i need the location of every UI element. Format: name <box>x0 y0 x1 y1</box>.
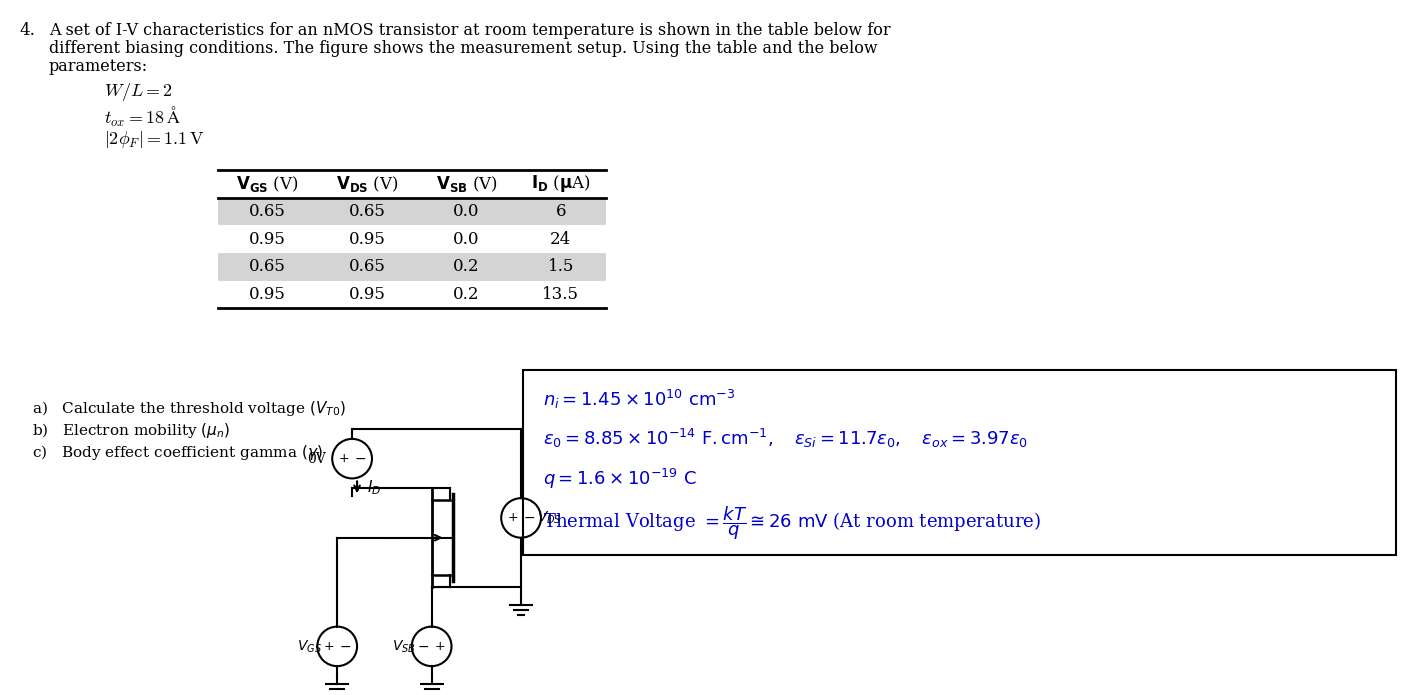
Text: 13.5: 13.5 <box>542 286 580 303</box>
Text: A set of I-V characteristics for an nMOS transistor at room temperature is shown: A set of I-V characteristics for an nMOS… <box>49 22 890 39</box>
Text: $\epsilon_0 = 8.85 \times 10^{-14}\ \mathrm{F.cm}^{-1},$$\quad \epsilon_{Si} = 1: $\epsilon_0 = 8.85 \times 10^{-14}\ \mat… <box>543 427 1029 450</box>
Bar <box>217 253 605 281</box>
Text: −: − <box>418 639 429 653</box>
Text: 0V: 0V <box>308 452 326 466</box>
Text: 0.65: 0.65 <box>250 259 286 275</box>
Text: $I_D$: $I_D$ <box>367 478 381 497</box>
Bar <box>523 370 1395 555</box>
Text: $V_{SB}$: $V_{SB}$ <box>392 638 416 655</box>
Text: +: + <box>339 452 350 465</box>
Text: 0.0: 0.0 <box>453 203 480 220</box>
Text: $V_{DS}$: $V_{DS}$ <box>536 509 562 526</box>
Text: 0.95: 0.95 <box>349 231 385 248</box>
Text: Thermal Voltage $= \dfrac{kT}{q} \cong 26\ \mathrm{mV}$ (At room temperature): Thermal Voltage $= \dfrac{kT}{q} \cong 2… <box>543 504 1041 541</box>
Text: $\mathbf{V_{GS}}$ (V): $\mathbf{V_{GS}}$ (V) <box>237 174 299 194</box>
Text: +: + <box>325 640 334 653</box>
Text: −: − <box>523 511 535 525</box>
Text: 0.2: 0.2 <box>453 259 480 275</box>
Text: $\mathbf{V_{DS}}$ (V): $\mathbf{V_{DS}}$ (V) <box>336 174 398 194</box>
Text: $V_{GS}$: $V_{GS}$ <box>296 638 322 655</box>
Text: 0.95: 0.95 <box>250 231 286 248</box>
Text: $n_i = 1.45 \times 10^{10}\ \mathrm{cm}^{-3}$: $n_i = 1.45 \times 10^{10}\ \mathrm{cm}^… <box>543 388 735 411</box>
Text: 0.65: 0.65 <box>349 203 385 220</box>
Text: 0.2: 0.2 <box>453 286 480 303</box>
Text: $|2\phi_F| = 1.1\,\mathrm{V}$: $|2\phi_F| = 1.1\,\mathrm{V}$ <box>103 129 203 149</box>
Text: $q = 1.6 \times 10^{-19}\ \mathrm{C}$: $q = 1.6 \times 10^{-19}\ \mathrm{C}$ <box>543 466 697 491</box>
Text: $\mathbf{V_{SB}}$ (V): $\mathbf{V_{SB}}$ (V) <box>436 174 497 194</box>
Text: parameters:: parameters: <box>49 58 148 74</box>
Text: +: + <box>435 640 444 653</box>
Text: different biasing conditions. The figure shows the measurement setup. Using the : different biasing conditions. The figure… <box>49 40 878 57</box>
Text: −: − <box>354 452 365 466</box>
Text: 0.95: 0.95 <box>349 286 385 303</box>
Text: 0.95: 0.95 <box>250 286 286 303</box>
Text: 24: 24 <box>550 231 571 248</box>
Text: b)   Electron mobility $(\mu_n)$: b) Electron mobility $(\mu_n)$ <box>32 421 230 440</box>
Text: 0.65: 0.65 <box>349 259 385 275</box>
Text: a)   Calculate the threshold voltage $(V_{T0})$: a) Calculate the threshold voltage $(V_{… <box>32 400 346 418</box>
Text: $t_{ox} = 18\,\mathrm{\AA}$: $t_{ox} = 18\,\mathrm{\AA}$ <box>103 105 181 129</box>
Text: −: − <box>339 639 351 653</box>
Text: 1.5: 1.5 <box>547 259 574 275</box>
Text: 0.0: 0.0 <box>453 231 480 248</box>
Text: 4.: 4. <box>20 22 35 39</box>
Text: c)   Body effect coefficient gamma $(\gamma)$: c) Body effect coefficient gamma $(\gamm… <box>32 443 323 462</box>
Text: 0.65: 0.65 <box>250 203 286 220</box>
Text: $W/L = 2$: $W/L = 2$ <box>103 81 172 104</box>
Text: +: + <box>508 512 518 525</box>
Bar <box>217 198 605 225</box>
Text: 6: 6 <box>556 203 566 220</box>
Text: $\mathbf{I_D}$ ($\mathbf{\mu}$A): $\mathbf{I_D}$ ($\mathbf{\mu}$A) <box>531 174 591 195</box>
